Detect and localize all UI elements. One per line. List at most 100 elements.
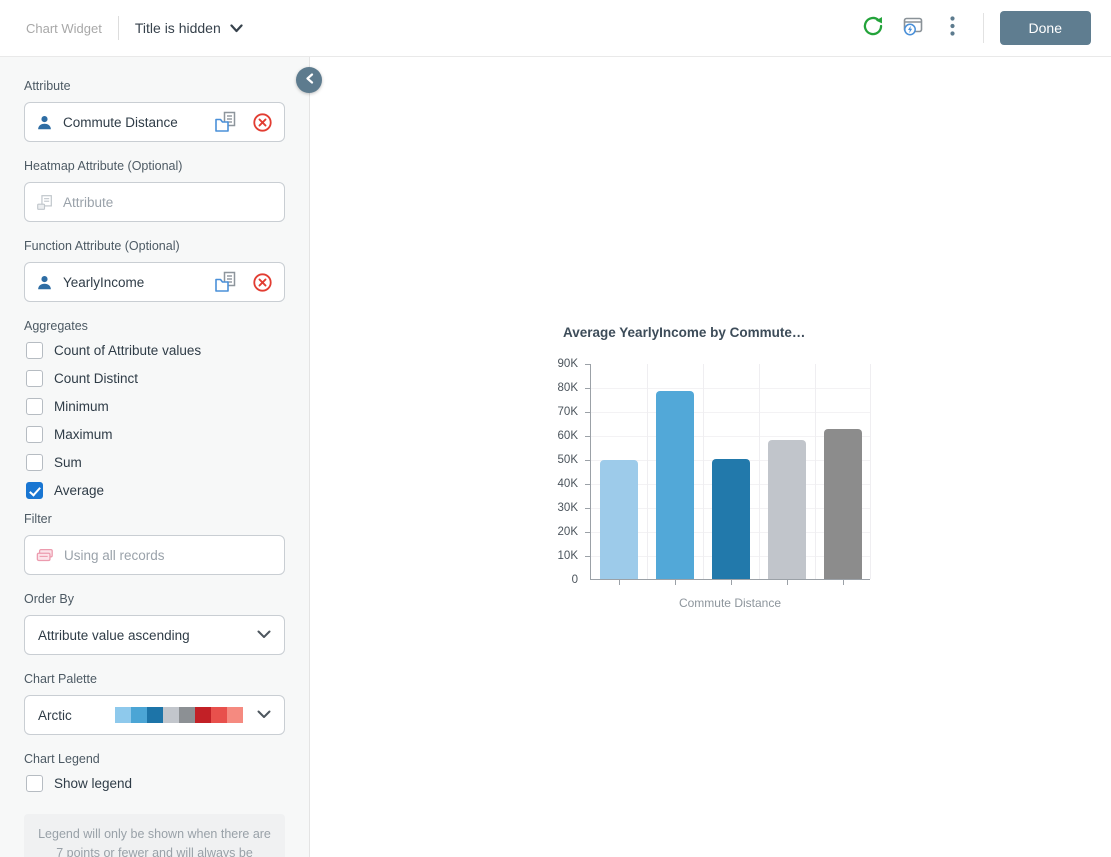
- aggregate-count-distinct[interactable]: Count Distinct: [26, 370, 285, 387]
- chevron-down-icon: [257, 706, 271, 724]
- function-attribute-label: Function Attribute (Optional): [24, 239, 180, 253]
- chart-palette-value: Arctic: [38, 707, 72, 723]
- palette-swatch: [195, 707, 211, 723]
- checkbox-label: Count of Attribute values: [54, 343, 202, 358]
- chart-preview-area: Average YearlyIncome by Commute… 90K 80K 7…: [296, 57, 1111, 857]
- y-axis-tick-label: 20K: [557, 526, 578, 538]
- gridline: [870, 364, 871, 579]
- gridline: [703, 364, 704, 579]
- y-axis-tick: [585, 556, 590, 557]
- order-by-value: Attribute value ascending: [38, 627, 190, 643]
- chevron-left-icon: [305, 71, 314, 89]
- title-visibility-label: Title is hidden: [134, 20, 221, 36]
- filter-placeholder: Using all records: [64, 547, 165, 563]
- palette-swatch: [179, 707, 195, 723]
- done-button[interactable]: Done: [999, 11, 1091, 45]
- heatmap-attribute-placeholder: Attribute: [63, 194, 114, 210]
- y-axis-tick-label: 90K: [557, 358, 578, 370]
- title-visibility-dropdown[interactable]: Title is hidden: [135, 20, 243, 36]
- x-axis-tick: [843, 580, 844, 585]
- change-attribute-button[interactable]: [214, 111, 238, 133]
- aggregate-minimum[interactable]: Minimum: [26, 398, 285, 415]
- chart-legend-label: Chart Legend: [24, 752, 100, 766]
- remove-attribute-button[interactable]: [252, 112, 273, 133]
- y-axis-tick: [585, 508, 590, 509]
- chevron-down-icon: [257, 626, 271, 644]
- function-attribute-field[interactable]: YearlyIncome: [24, 262, 285, 302]
- filter-label: Filter: [24, 512, 52, 526]
- attribute-field[interactable]: Commute Distance: [24, 102, 285, 142]
- chart-title: Average YearlyIncome by Commute…: [563, 325, 806, 340]
- checkbox-label: Average: [54, 483, 105, 498]
- aggregate-sum[interactable]: Sum: [26, 454, 285, 471]
- gridline: [591, 412, 870, 413]
- checkbox[interactable]: [26, 370, 43, 387]
- kebab-menu-icon: [950, 15, 955, 41]
- gridline: [647, 364, 648, 579]
- checkbox[interactable]: [26, 342, 43, 359]
- y-axis-tick: [585, 412, 590, 413]
- checkbox[interactable]: [26, 426, 43, 443]
- aggregate-count-of-attribute-values[interactable]: Count of Attribute values: [26, 342, 285, 359]
- change-function-attribute-button[interactable]: [214, 271, 238, 293]
- y-axis-tick: [585, 484, 590, 485]
- attribute-person-icon: [36, 114, 53, 131]
- gridline: [759, 364, 760, 579]
- y-axis-tick-label: 0: [571, 574, 578, 586]
- heatmap-attribute-field[interactable]: Attribute: [24, 182, 285, 222]
- checkbox-label: Count Distinct: [54, 371, 139, 386]
- refresh-icon: [862, 15, 884, 42]
- y-axis-tick: [585, 436, 590, 437]
- order-by-label: Order By: [24, 592, 75, 606]
- aggregate-average[interactable]: Average: [26, 482, 285, 499]
- function-attribute-value: YearlyIncome: [63, 274, 145, 290]
- x-axis-tick: [619, 580, 620, 585]
- order-by-select[interactable]: Attribute value ascending: [24, 615, 285, 655]
- app-label: Chart Widget: [26, 20, 102, 36]
- checkbox-label: Maximum: [54, 427, 113, 442]
- chart-palette-label: Chart Palette: [24, 672, 97, 686]
- bar: [824, 429, 862, 579]
- bar: [600, 460, 638, 579]
- palette-swatch: [147, 707, 163, 723]
- checkbox-label: Minimum: [54, 399, 109, 414]
- heatmap-attribute-label: Heatmap Attribute (Optional): [24, 159, 183, 173]
- checkbox[interactable]: [26, 775, 43, 792]
- legend-note: Legend will only be shown when there are…: [24, 814, 285, 857]
- header: Chart Widget Title is hidden: [0, 0, 1111, 57]
- remove-function-attribute-button[interactable]: [252, 272, 273, 293]
- filter-field[interactable]: Using all records: [24, 535, 285, 575]
- y-axis-tick-label: 30K: [557, 502, 578, 514]
- y-axis-tick-label: 50K: [557, 454, 578, 466]
- checkbox[interactable]: [26, 398, 43, 415]
- attribute-label: Attribute: [24, 79, 71, 93]
- aggregate-maximum[interactable]: Maximum: [26, 426, 285, 443]
- refresh-button[interactable]: [855, 10, 891, 46]
- records-icon: [36, 548, 54, 563]
- bar: [768, 440, 806, 579]
- bar-chart: Average YearlyIncome by Commute… 90K 80K 7…: [545, 325, 905, 610]
- checkbox[interactable]: [26, 482, 43, 499]
- show-legend-checkbox-row[interactable]: Show legend: [26, 775, 285, 792]
- palette-swatch: [115, 707, 131, 723]
- chart-palette-select[interactable]: Arctic: [24, 695, 285, 735]
- checkbox-label: Sum: [54, 455, 82, 470]
- palette-swatches: [115, 707, 243, 723]
- y-axis-tick: [585, 364, 590, 365]
- attribute-value: Commute Distance: [63, 114, 178, 130]
- chevron-down-icon: [230, 20, 243, 36]
- settings-sidebar: Attribute Commute Distance: [0, 57, 310, 857]
- collapse-sidebar-button[interactable]: [296, 67, 322, 93]
- checkbox[interactable]: [26, 454, 43, 471]
- dynamic-data-button[interactable]: [895, 10, 931, 46]
- palette-swatch: [163, 707, 179, 723]
- checkbox-label: Show legend: [54, 776, 133, 791]
- x-axis-title: Commute Distance: [678, 596, 782, 610]
- y-axis-tick: [585, 388, 590, 389]
- header-divider: [982, 13, 984, 43]
- more-options-button[interactable]: [935, 10, 971, 46]
- bar: [656, 391, 694, 579]
- x-axis-tick: [731, 580, 732, 585]
- aggregates-label: Aggregates: [24, 319, 88, 333]
- attribute-document-icon: [36, 194, 53, 211]
